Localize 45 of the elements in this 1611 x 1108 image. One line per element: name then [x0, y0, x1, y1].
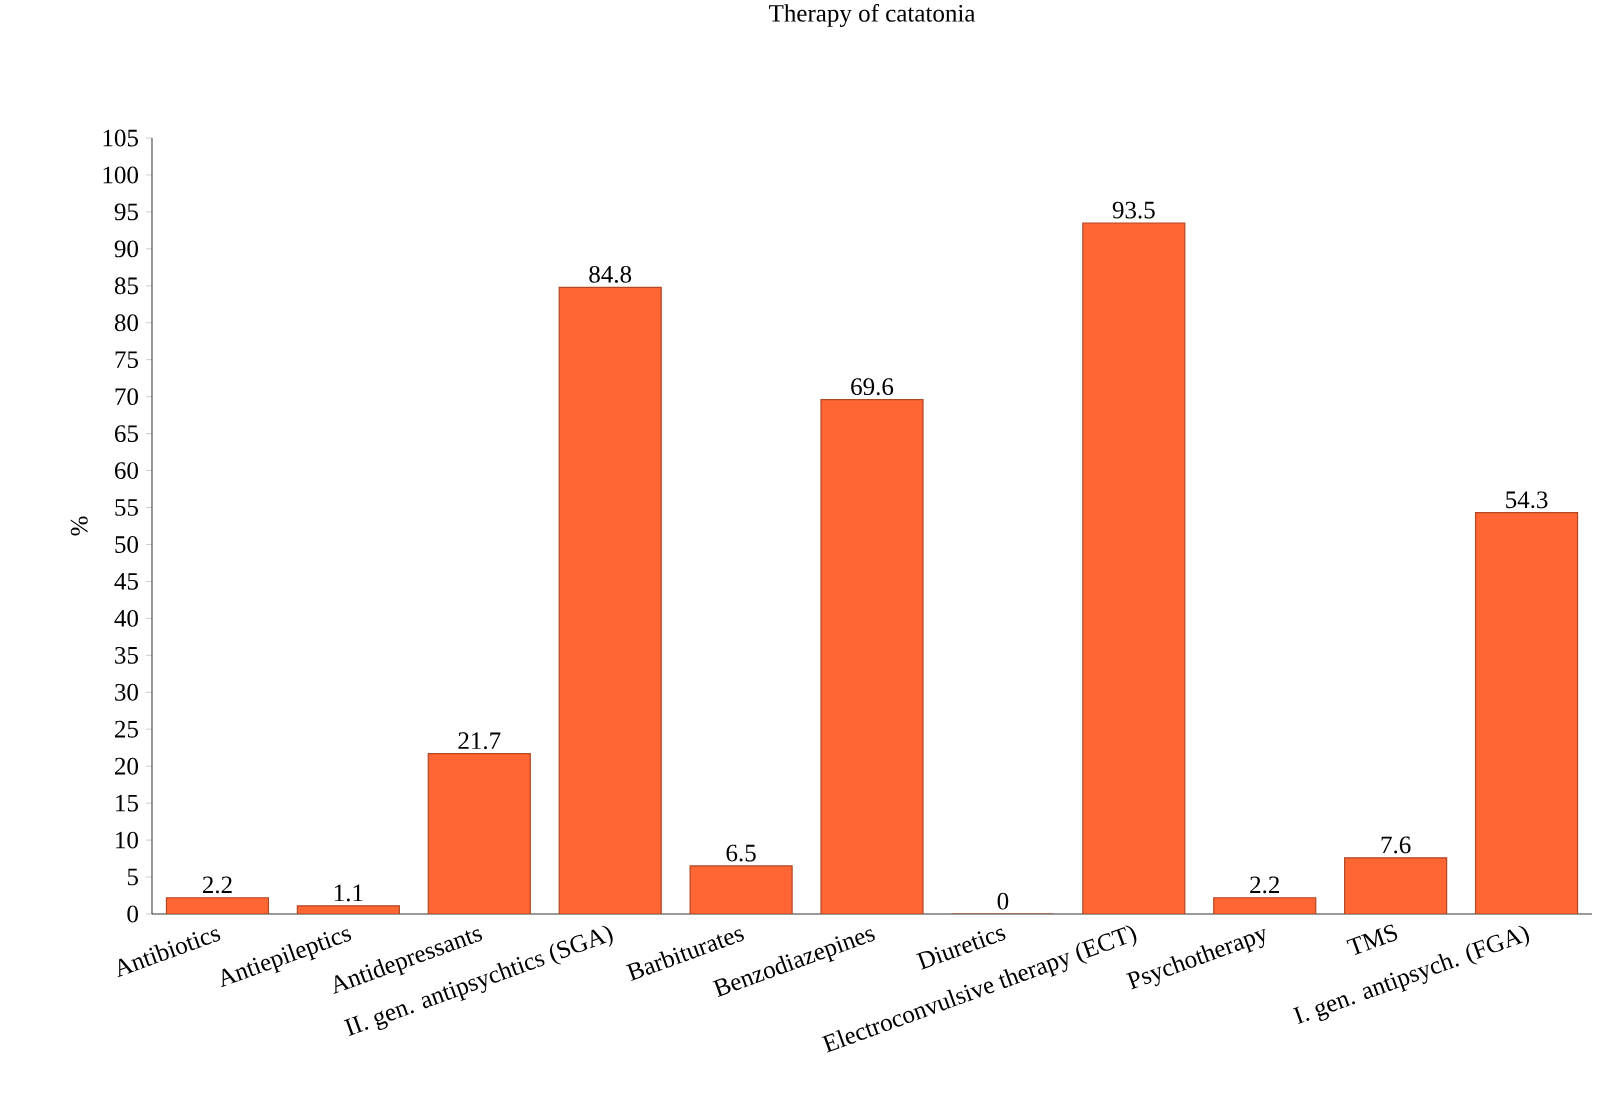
y-tick-label: 5	[127, 868, 138, 886]
bar	[1213, 897, 1317, 914]
y-tick-label: 100	[103, 166, 138, 184]
x-tick-label: TMS	[1346, 924, 1398, 955]
y-tick-label: 40	[114, 609, 138, 627]
y-tick-label: 85	[114, 277, 138, 295]
bar	[820, 399, 924, 914]
y-tick-label: 55	[115, 499, 138, 516]
y-tick-label: 70	[115, 388, 138, 406]
data-label: 0	[997, 892, 1009, 910]
data-label: 2.2	[202, 876, 232, 894]
data-label: 7.6	[1381, 836, 1411, 854]
chart-title: Therapy of catatonia	[769, 3, 976, 27]
y-tick-label: 25	[115, 720, 138, 738]
data-label: 21.7	[458, 732, 501, 750]
y-tick-label: 80	[114, 314, 138, 332]
bar	[165, 897, 270, 914]
y-tick-label: 65	[115, 425, 138, 443]
bar	[1344, 857, 1448, 914]
y-tick-label: 50	[115, 536, 138, 553]
y-tick-label: 0	[127, 905, 138, 923]
y-tick-label: 15	[116, 794, 138, 812]
y-tick-label: 60	[115, 462, 138, 480]
data-label: 84.8	[589, 265, 632, 283]
y-tick-label: 105	[103, 129, 138, 147]
data-label: 54.3	[1506, 491, 1548, 509]
y-tick-label: 90	[114, 240, 138, 258]
data-label: 93.5	[1112, 201, 1155, 219]
y-tick-label: 35	[115, 646, 138, 664]
y-tick-label: 75	[115, 351, 138, 369]
y-tick-label: 95	[114, 203, 138, 221]
y-tick-label: 20	[115, 757, 138, 775]
bar	[427, 753, 531, 914]
bar	[689, 865, 793, 914]
data-label: 1.1	[334, 884, 363, 902]
bar	[1474, 512, 1579, 914]
data-label: 69.6	[851, 378, 894, 396]
y-axis-title: %	[70, 516, 88, 536]
y-tick-label: 45	[114, 573, 138, 590]
data-label: 2.2	[1250, 876, 1279, 894]
y-tick-label: 10	[116, 831, 138, 849]
bar	[1082, 222, 1186, 914]
bar	[558, 286, 662, 914]
y-tick-label: 30	[115, 683, 138, 701]
data-label: 6.5	[726, 844, 756, 862]
